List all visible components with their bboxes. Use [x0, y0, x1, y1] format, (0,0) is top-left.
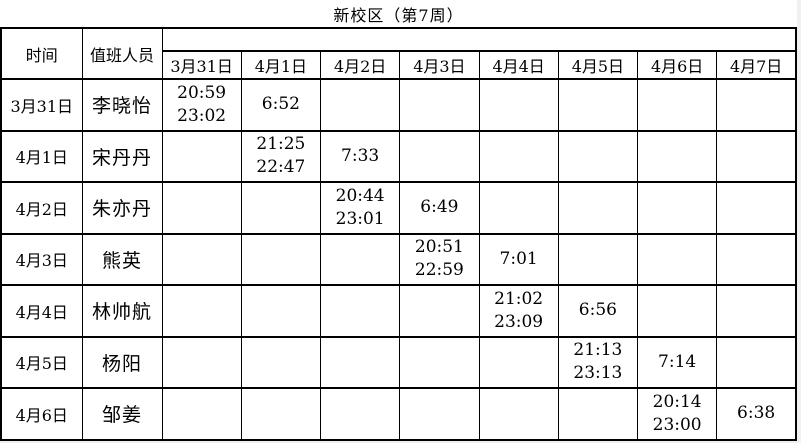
- duty-time-cell[interactable]: [478, 78, 559, 132]
- row-date-cell[interactable]: 3月31日: [0, 78, 83, 132]
- duty-time-cell[interactable]: 21:13 23:13: [557, 335, 639, 389]
- duty-time-cell[interactable]: [557, 232, 639, 286]
- staff-name-cell[interactable]: 杨阳: [81, 335, 163, 389]
- duty-time-cell[interactable]: [478, 129, 559, 183]
- duty-time-cell[interactable]: 7:14: [636, 335, 718, 389]
- date-header-cell[interactable]: 4月1日: [240, 50, 322, 80]
- duty-time-cell[interactable]: [319, 335, 401, 389]
- duty-time-cell[interactable]: [636, 78, 718, 132]
- duty-time-cell[interactable]: [161, 387, 242, 441]
- title-row: 新校区（第7周）: [1, 0, 796, 29]
- duty-time-cell[interactable]: [399, 284, 480, 338]
- duty-time-cell[interactable]: [161, 284, 242, 338]
- staff-name-cell[interactable]: 宋丹丹: [81, 129, 163, 183]
- duty-time-cell[interactable]: [716, 284, 798, 338]
- duty-time-cell[interactable]: 20:59 23:02: [161, 78, 242, 132]
- staff-name-cell[interactable]: 朱亦丹: [81, 181, 163, 235]
- duty-time-cell[interactable]: [240, 335, 322, 389]
- row-date-cell[interactable]: 4月5日: [0, 335, 83, 389]
- roster-row: 4月5日 杨阳 21:13 23:13 7:14: [0, 335, 798, 389]
- date-header-cell[interactable]: 4月4日: [478, 50, 559, 80]
- duty-time-cell[interactable]: [240, 284, 322, 338]
- header-row-top: 时间 值班人员: [0, 27, 797, 80]
- duty-time-cell[interactable]: 20:44 23:01: [319, 181, 401, 235]
- duty-time-cell[interactable]: [161, 335, 242, 389]
- duty-time-cell[interactable]: [161, 129, 242, 183]
- duty-time-cell[interactable]: [557, 78, 639, 132]
- duty-time-cell[interactable]: [636, 284, 718, 338]
- duty-time-cell[interactable]: [399, 335, 480, 389]
- duty-time-cell[interactable]: [319, 232, 401, 286]
- duty-time-cell[interactable]: [636, 232, 718, 286]
- duty-time-cell[interactable]: [319, 78, 401, 132]
- duty-time-cell[interactable]: [478, 181, 559, 235]
- roster-row: 3月31日 李晓怡 20:59 23:02 6:52: [0, 78, 798, 132]
- row-date-cell[interactable]: 4月1日: [0, 129, 83, 183]
- row-date-cell[interactable]: 4月6日: [0, 387, 83, 441]
- staff-name-cell[interactable]: 林帅航: [81, 284, 163, 338]
- staff-name-cell[interactable]: 熊英: [81, 232, 163, 286]
- duty-time-cell[interactable]: [636, 181, 718, 235]
- duty-time-cell[interactable]: 20:14 23:00: [636, 387, 718, 441]
- duty-time-cell[interactable]: 21:02 23:09: [478, 284, 559, 338]
- duty-time-cell[interactable]: [161, 181, 242, 235]
- duty-time-cell[interactable]: [557, 387, 639, 441]
- staff-name-cell[interactable]: 李晓怡: [81, 78, 163, 132]
- duty-time-cell[interactable]: [636, 129, 718, 183]
- row-date-cell[interactable]: 4月2日: [0, 181, 83, 235]
- duty-time-cell[interactable]: 6:52: [240, 78, 322, 132]
- staff-name-cell[interactable]: 邹姜: [81, 387, 163, 441]
- date-header-cell[interactable]: 4月6日: [636, 50, 718, 80]
- duty-time-cell[interactable]: [399, 78, 480, 132]
- date-header-cell[interactable]: 4月2日: [319, 50, 401, 80]
- duty-time-cell[interactable]: [716, 78, 798, 132]
- duty-time-cell[interactable]: [716, 181, 798, 235]
- roster-row: 4月6日 邹姜 20:14 23:00 6:38: [0, 387, 798, 441]
- duty-time-cell[interactable]: 20:51 22:59: [399, 232, 480, 286]
- duty-time-cell[interactable]: 6:38: [716, 387, 798, 441]
- table-title: 新校区（第7周）: [1, 0, 796, 29]
- duty-time-cell[interactable]: 6:49: [399, 181, 480, 235]
- duty-time-cell[interactable]: [161, 232, 242, 286]
- roster-row: 4月1日 宋丹丹 21:25 22:47 7:33: [0, 129, 798, 183]
- duty-time-cell[interactable]: [478, 335, 559, 389]
- roster-row: 4月4日 林帅航 21:02 23:09 6:56: [0, 284, 798, 338]
- date-header-cell[interactable]: 3月31日: [161, 50, 242, 80]
- duty-time-cell[interactable]: [478, 387, 559, 441]
- date-header-cell[interactable]: 4月7日: [716, 50, 798, 80]
- staff-header-cell[interactable]: 值班人员: [81, 27, 163, 80]
- duty-time-cell[interactable]: 7:33: [319, 129, 401, 183]
- duty-time-cell[interactable]: 7:01: [478, 232, 559, 286]
- duty-time-cell[interactable]: [716, 129, 798, 183]
- date-header-cell[interactable]: 4月5日: [557, 50, 639, 80]
- duty-time-cell[interactable]: [319, 284, 401, 338]
- duty-time-cell[interactable]: 6:56: [557, 284, 639, 338]
- duty-time-cell[interactable]: [557, 129, 639, 183]
- duty-time-cell[interactable]: [716, 232, 798, 286]
- duty-time-cell[interactable]: [399, 129, 480, 183]
- header-row-dates: 3月31日 4月1日 4月2日 4月3日 4月4日 4月5日 4月6日 4月7日: [1, 50, 798, 80]
- row-date-cell[interactable]: 4月4日: [0, 284, 83, 338]
- roster-row: 4月3日 熊英 20:51 22:59 7:01: [0, 232, 798, 286]
- duty-time-cell[interactable]: [399, 387, 480, 441]
- duty-time-cell[interactable]: 21:25 22:47: [240, 129, 322, 183]
- duty-time-cell[interactable]: [240, 387, 322, 441]
- duty-time-cell[interactable]: [240, 232, 322, 286]
- duty-time-cell[interactable]: [240, 181, 322, 235]
- time-header-cell[interactable]: 时间: [0, 27, 83, 80]
- date-header-cell[interactable]: 4月3日: [399, 50, 480, 80]
- row-date-cell[interactable]: 4月3日: [0, 232, 83, 286]
- duty-time-cell[interactable]: [319, 387, 401, 441]
- duty-time-cell[interactable]: [716, 335, 798, 389]
- duty-time-cell[interactable]: [557, 181, 639, 235]
- header-spacer-cell[interactable]: [161, 27, 797, 52]
- roster-row: 4月2日 朱亦丹 20:44 23:01 6:49: [0, 181, 798, 235]
